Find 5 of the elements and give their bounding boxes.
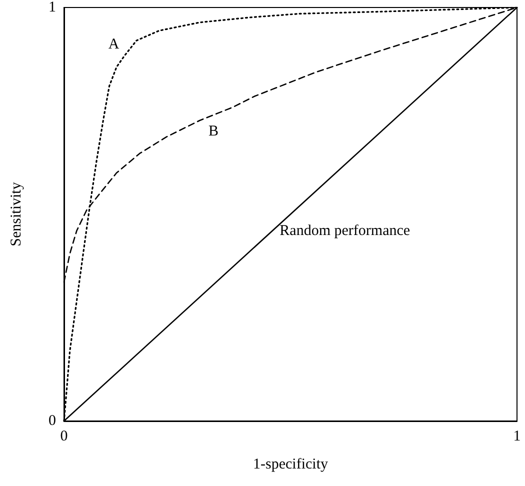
series-label: B [208,124,218,140]
series-label: A [108,36,120,53]
series-label: Random performance [280,222,410,239]
y-axis-title: Sensitivity [8,182,24,246]
x-axis-title: 1-specificity [253,456,328,472]
